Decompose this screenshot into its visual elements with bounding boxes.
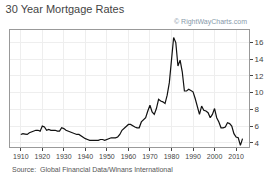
svg-text:14: 14 <box>255 55 264 64</box>
svg-text:4: 4 <box>255 139 260 148</box>
svg-text:12: 12 <box>255 72 264 81</box>
svg-text:© RightWayCharts.com: © RightWayCharts.com <box>174 18 247 26</box>
svg-text:6: 6 <box>255 122 260 131</box>
svg-text:Source: Global Financial Data: Source: Global Financial Data/Winans Int… <box>12 166 173 173</box>
svg-text:1930: 1930 <box>56 153 72 160</box>
svg-text:1920: 1920 <box>35 153 51 160</box>
svg-text:8: 8 <box>255 105 260 114</box>
svg-text:1990: 1990 <box>185 153 201 160</box>
svg-text:1940: 1940 <box>78 153 94 160</box>
svg-text:2010: 2010 <box>228 153 244 160</box>
svg-text:30 Year Mortgage Rates: 30 Year Mortgage Rates <box>6 3 125 15</box>
svg-text:1910: 1910 <box>13 153 29 160</box>
svg-text:10: 10 <box>255 88 264 97</box>
svg-text:1950: 1950 <box>99 153 115 160</box>
svg-text:16: 16 <box>255 38 264 47</box>
svg-text:1960: 1960 <box>121 153 137 160</box>
svg-text:2000: 2000 <box>207 153 223 160</box>
svg-text:1970: 1970 <box>142 153 158 160</box>
svg-text:1980: 1980 <box>164 153 180 160</box>
